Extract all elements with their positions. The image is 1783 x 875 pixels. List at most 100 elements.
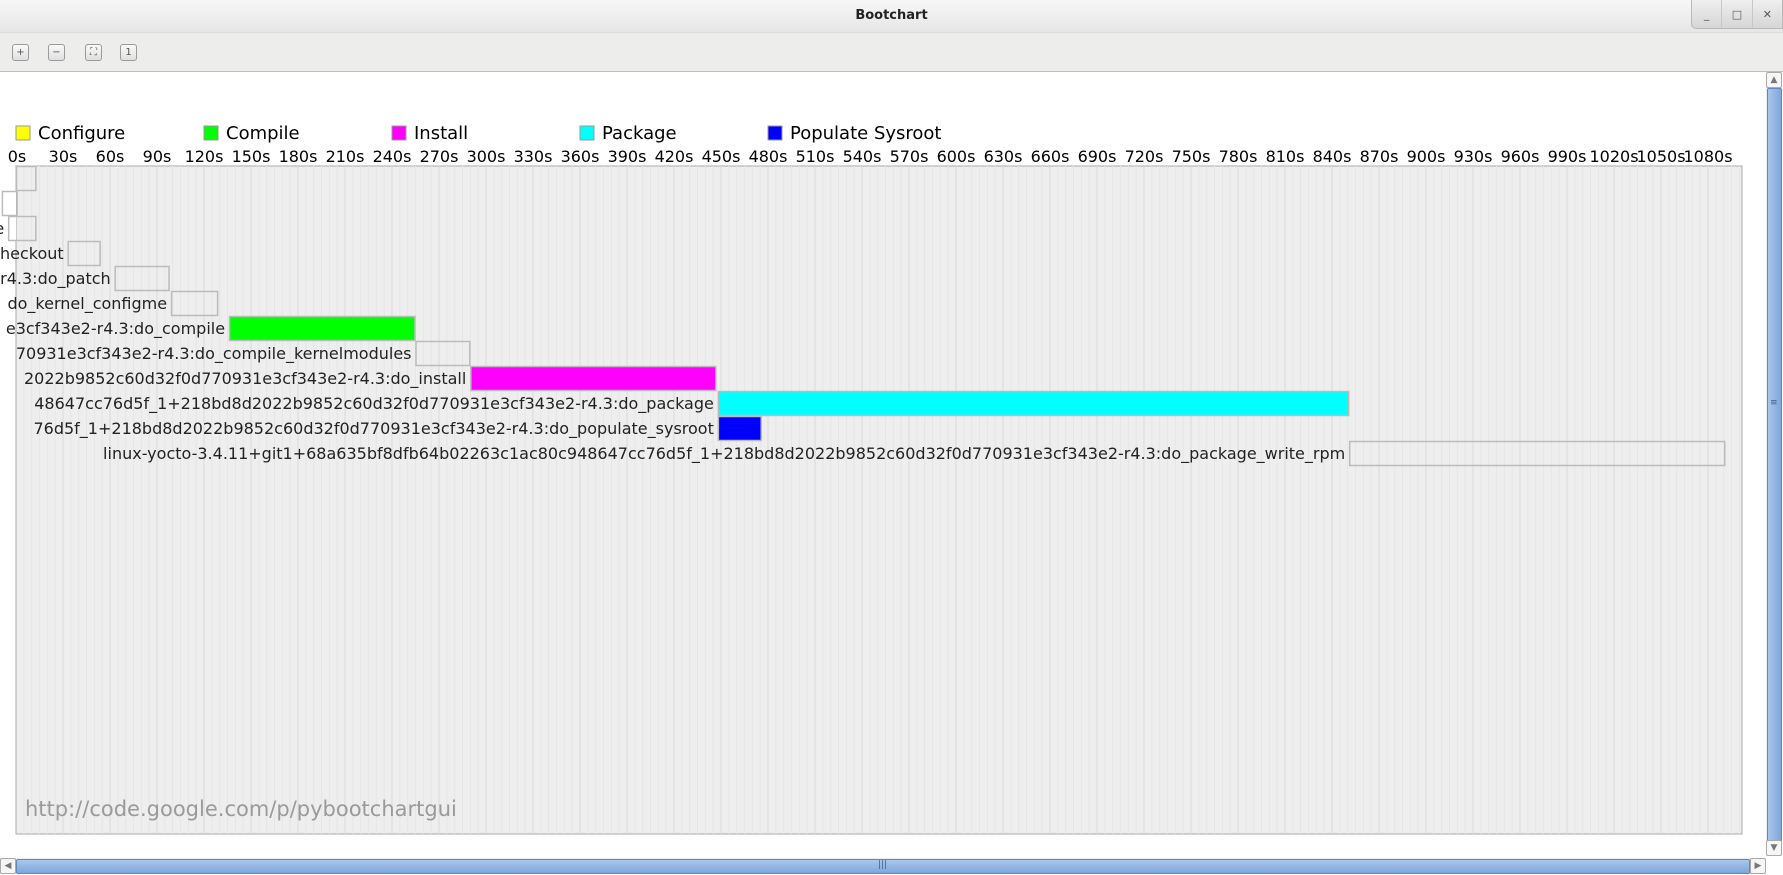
window-title: Bootchart xyxy=(855,8,928,23)
zoom-in-button[interactable]: + xyxy=(12,44,29,61)
x-tick-label: 600s xyxy=(937,147,976,166)
legend-label: Compile xyxy=(226,123,300,144)
grip-icon: ≡ xyxy=(1770,398,1778,408)
title-bar: Bootchart _ □ ✕ xyxy=(0,0,1783,33)
x-tick-label: 1080s xyxy=(1683,147,1732,166)
task-label: e3cf343e2-r4.3:do_compile xyxy=(6,319,225,339)
x-tick-label: 750s xyxy=(1172,147,1211,166)
task-label: do_kernel_configme xyxy=(7,294,167,314)
x-tick-label: 630s xyxy=(984,147,1023,166)
x-tick-label: 900s xyxy=(1407,147,1446,166)
legend-label: Configure xyxy=(38,123,125,144)
legend-swatch xyxy=(767,125,783,141)
legend-label: Populate Sysroot xyxy=(790,123,942,144)
scroll-up-icon[interactable]: ▲ xyxy=(1766,72,1782,88)
x-tick-label: 360s xyxy=(561,147,600,166)
close-button[interactable]: ✕ xyxy=(1751,0,1782,28)
task-bar xyxy=(470,365,717,392)
vertical-scrollbar[interactable]: ▲ ≡ ▼ xyxy=(1766,72,1782,856)
legend-label: Install xyxy=(414,123,468,144)
vertical-scroll-thumb[interactable] xyxy=(1767,88,1782,842)
bootchart-canvas[interactable]: Configure Compile Install Package Populate S… xyxy=(0,72,1765,857)
task-bar xyxy=(717,390,1350,417)
task-bar xyxy=(228,315,416,342)
task-bar xyxy=(114,265,170,292)
x-tick-label: 720s xyxy=(1125,147,1164,166)
x-tick-label: 930s xyxy=(1454,147,1493,166)
zoom-fit-icon: ⛶ xyxy=(90,47,97,58)
zoom-fit-button[interactable]: ⛶ xyxy=(85,44,102,61)
x-tick-label: 990s xyxy=(1548,147,1587,166)
pybootchartgui-url: http://code.google.com/p/pybootchartgui xyxy=(25,797,457,821)
x-tick-label: 300s xyxy=(467,147,506,166)
x-tick-label: 840s xyxy=(1313,147,1352,166)
x-tick-label: 510s xyxy=(796,147,835,166)
zoom-in-icon: + xyxy=(16,47,25,58)
task-offchart-area xyxy=(1,191,17,216)
x-tick-label: 330s xyxy=(514,147,553,166)
x-tick-label: 270s xyxy=(420,147,459,166)
x-tick-label: 420s xyxy=(655,147,694,166)
task-bar xyxy=(170,290,219,317)
window-controls: _ □ ✕ xyxy=(1691,0,1783,29)
x-tick-label: 390s xyxy=(608,147,647,166)
bootchart-chart: Configure Compile Install Package Populate S… xyxy=(0,123,1743,835)
x-tick-label: 30s xyxy=(49,147,78,166)
x-tick-label: 660s xyxy=(1031,147,1070,166)
task-label: 70931e3cf343e2-r4.3:do_compile_kernelmod… xyxy=(16,344,412,364)
task-label: r4.3:do_patch xyxy=(0,269,111,289)
task-label: e xyxy=(0,219,4,238)
x-tick-label: 180s xyxy=(279,147,318,166)
x-tick-label: 480s xyxy=(749,147,788,166)
grip-icon: ||| xyxy=(878,860,888,870)
zoom-out-button[interactable]: − xyxy=(48,44,65,61)
legend-swatch xyxy=(579,125,595,141)
toolbar: + − ⛶ 1 xyxy=(0,33,1783,72)
x-tick-label: 90s xyxy=(143,147,172,166)
task-offchart-area xyxy=(8,216,16,241)
task-bar xyxy=(7,215,37,242)
horizontal-scroll-thumb[interactable] xyxy=(16,859,1750,874)
maximize-button[interactable]: □ xyxy=(1721,0,1751,28)
x-tick-label: 690s xyxy=(1078,147,1117,166)
task-label: linux-yocto-3.4.11+git1+68a635bf8dfb64b0… xyxy=(103,444,1345,464)
scroll-left-icon[interactable]: ◀ xyxy=(0,858,16,874)
task-bar xyxy=(415,340,471,367)
x-tick-label: 870s xyxy=(1360,147,1399,166)
legend-swatch xyxy=(15,125,31,141)
task-label: 48647cc76d5f_1+218bd8d2022b9852c60d32f0d… xyxy=(34,394,714,414)
x-tick-label: 240s xyxy=(373,147,412,166)
scroll-right-icon[interactable]: ▶ xyxy=(1750,858,1766,874)
x-tick-label: 1050s xyxy=(1636,147,1685,166)
scroll-down-icon[interactable]: ▼ xyxy=(1766,840,1782,856)
x-tick-label: 150s xyxy=(232,147,271,166)
chart-background xyxy=(15,165,1743,835)
horizontal-scrollbar[interactable]: ◀ ||| ▶ xyxy=(0,858,1766,874)
x-tick-label: 780s xyxy=(1219,147,1258,166)
x-tick-label: 60s xyxy=(96,147,125,166)
task-bar xyxy=(1348,440,1726,467)
x-tick-label: 120s xyxy=(185,147,224,166)
zoom-out-icon: − xyxy=(52,47,61,58)
task-label: heckout xyxy=(0,244,64,263)
task-bar xyxy=(67,240,101,267)
x-tick-label: 540s xyxy=(843,147,882,166)
zoom-100-button[interactable]: 1 xyxy=(120,44,137,61)
x-tick-label: 960s xyxy=(1501,147,1540,166)
task-label: 76d5f_1+218bd8d2022b9852c60d32f0d770931e… xyxy=(33,419,713,439)
x-tick-label: 570s xyxy=(890,147,929,166)
legend-label: Package xyxy=(602,123,677,144)
zoom-100-icon: 1 xyxy=(125,47,132,58)
x-tick-label: 1020s xyxy=(1589,147,1638,166)
task-bar xyxy=(717,415,762,442)
legend-swatch xyxy=(391,125,407,141)
x-tick-label: 0s xyxy=(8,147,27,166)
legend-swatch xyxy=(203,125,219,141)
minimize-button[interactable]: _ xyxy=(1703,7,1710,21)
task-label: 2022b9852c60d32f0d770931e3cf343e2-r4.3:d… xyxy=(24,369,466,389)
task-bar xyxy=(15,165,37,192)
x-tick-label: 810s xyxy=(1266,147,1305,166)
task-bar xyxy=(1,190,18,217)
x-tick-label: 450s xyxy=(702,147,741,166)
x-tick-label: 210s xyxy=(326,147,365,166)
